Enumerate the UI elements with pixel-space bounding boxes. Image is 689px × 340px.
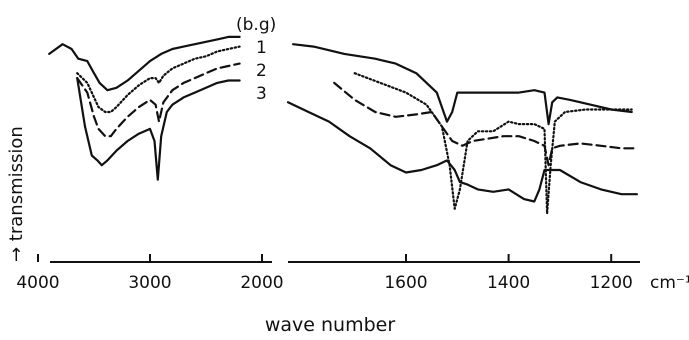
series-line-1-high-wavenumber — [76, 45, 241, 114]
x-tick-label: 1200 — [590, 273, 633, 293]
x-tick-label: 1600 — [384, 273, 427, 293]
legend-label: 3 — [256, 84, 267, 104]
x-tick-layer: 4000 3000 2000 1600 1400 1200 — [16, 254, 633, 293]
x-tick-label: 3000 — [128, 273, 171, 293]
x-tick-label: 1400 — [487, 273, 530, 293]
legend-layer: (b.g) 1 2 3 — [236, 15, 276, 104]
series-line-2-low-wavenumber — [333, 81, 639, 167]
x-tick-label: 2000 — [240, 273, 283, 293]
series-line-bg-low-wavenumber — [292, 43, 633, 126]
x-axis-label: wave number — [265, 314, 395, 336]
series-line-3-low-wavenumber — [286, 101, 639, 203]
x-unit-label: cm⁻¹ — [650, 273, 689, 293]
series-layer — [48, 35, 639, 215]
y-axis-label: → transmission — [6, 126, 27, 262]
legend-label: (b.g) — [236, 15, 276, 35]
series-line-3-high-wavenumber — [76, 76, 241, 181]
series-line-2-high-wavenumber — [76, 62, 241, 138]
x-tick-label: 4000 — [16, 273, 59, 293]
legend-label: 1 — [256, 38, 267, 58]
legend-label: 2 — [256, 61, 267, 81]
series-line-bg-high-wavenumber — [48, 35, 241, 92]
